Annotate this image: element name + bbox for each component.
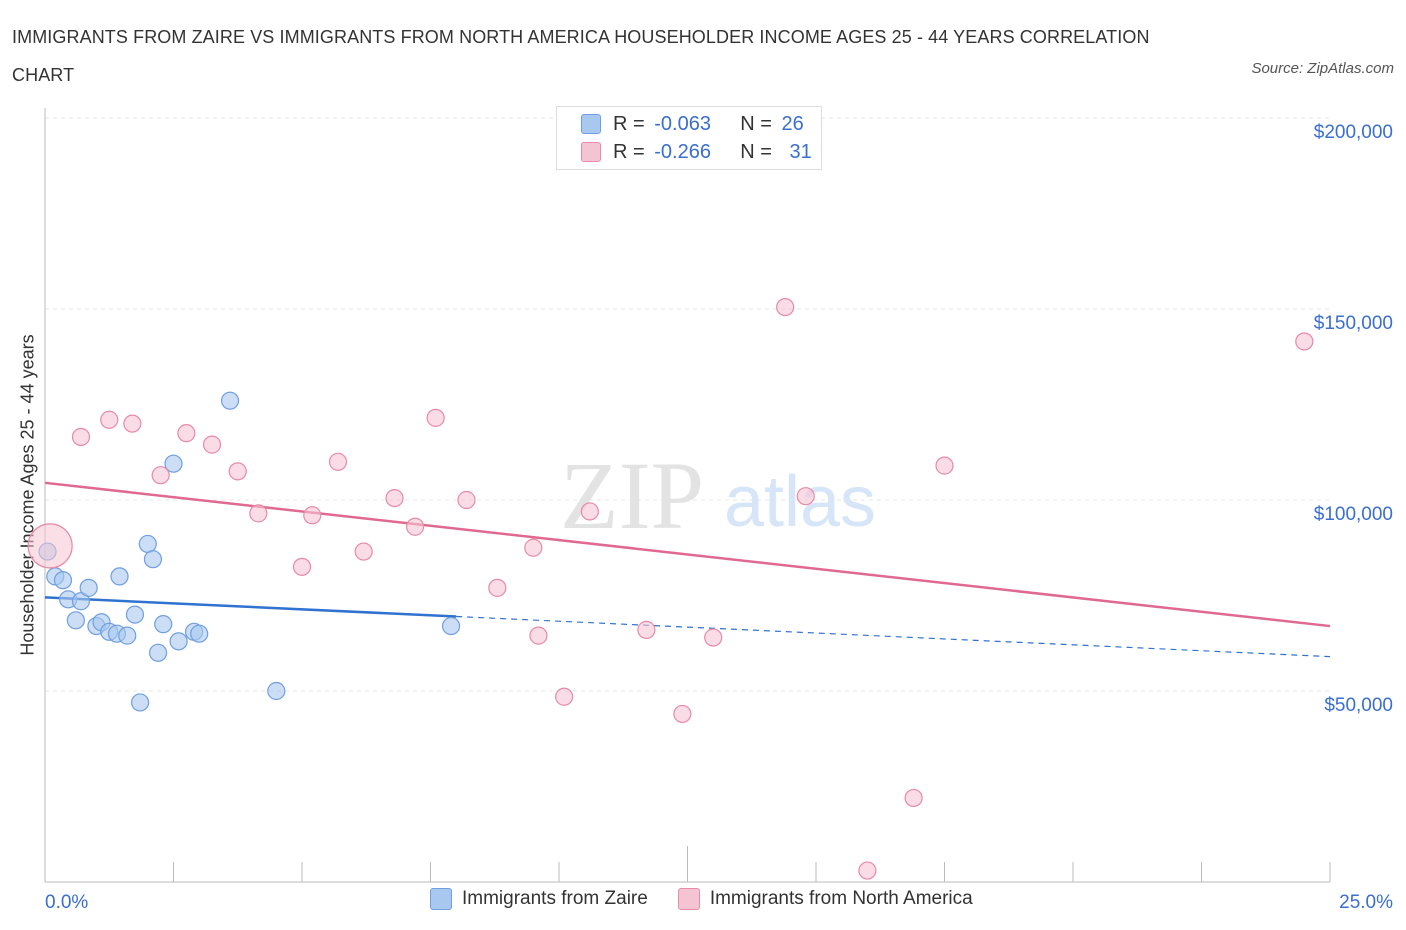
- data-point-zaire: [53, 571, 73, 590]
- data-point-north-america: [328, 452, 348, 471]
- data-point-zaire: [267, 681, 286, 701]
- legend-item-north-america: Immigrants from North America: [677, 888, 973, 910]
- data-point-north-america: [776, 297, 795, 317]
- data-point-north-america: [27, 523, 73, 569]
- data-point-north-america: [405, 517, 425, 536]
- data-point-zaire: [220, 391, 240, 410]
- y-tick-label: $200,000: [1314, 122, 1393, 143]
- legend-swatch-zaire: [581, 114, 601, 134]
- chart-title: IMMIGRANTS FROM ZAIRE VS IMMIGRANTS FROM…: [12, 27, 1150, 85]
- data-point-north-america: [673, 704, 692, 724]
- data-point-north-america: [151, 466, 170, 485]
- correlation-legend: R = -0.063 N = 26 R = -0.266 N = 31: [556, 106, 822, 170]
- y-tick-label: $100,000: [1314, 504, 1393, 525]
- data-point-zaire: [169, 632, 188, 651]
- legend-n-label: N =: [740, 140, 778, 163]
- data-point-zaire: [71, 592, 91, 611]
- data-point-north-america: [202, 435, 222, 454]
- data-point-north-america: [637, 620, 656, 639]
- data-point-north-america: [292, 557, 312, 576]
- data-point-north-america: [935, 456, 954, 475]
- data-point-north-america: [796, 487, 815, 506]
- data-point-north-america: [249, 504, 268, 523]
- data-point-north-america: [524, 538, 543, 557]
- legend-r-label: R =: [613, 112, 651, 135]
- data-point-zaire: [110, 567, 129, 586]
- legend-n-value: 26: [781, 112, 804, 135]
- data-point-zaire: [66, 611, 85, 630]
- axes: [44, 108, 1331, 883]
- x-tick-label: 0.0%: [45, 892, 88, 913]
- trend-line-extension-0: [456, 615, 1331, 658]
- legend-item-zaire: Immigrants from Zaire: [430, 888, 648, 910]
- legend-n-value: 31: [789, 140, 812, 163]
- data-point-north-america: [457, 490, 476, 510]
- legend-swatch-north-america: [581, 142, 601, 162]
- legend-swatch-north-america: [677, 888, 700, 910]
- y-tick-label: $150,000: [1314, 313, 1393, 334]
- legend-label-zaire: Immigrants from Zaire: [462, 888, 648, 909]
- data-point-zaire: [154, 615, 173, 634]
- legend-swatch-zaire: [430, 888, 452, 910]
- data-point-zaire: [190, 624, 209, 643]
- data-point-north-america: [904, 788, 923, 808]
- legend-n-label: N =: [740, 112, 778, 135]
- x-tick-label: 25.0%: [1339, 892, 1393, 913]
- data-point-north-america: [529, 626, 548, 645]
- legend-row-zaire: R = -0.063 N = 26: [581, 110, 804, 138]
- data-point-north-america: [228, 462, 247, 481]
- legend-row-north-america: R = -0.266 N = 31: [581, 138, 812, 166]
- data-point-zaire: [118, 626, 137, 645]
- tick-labels: $50,000 $100,000 $150,000 $200,000 0.0% 25.0%: [45, 122, 1393, 913]
- source-label: Source: ZipAtlas.com: [1251, 60, 1394, 77]
- data-point-north-america: [488, 578, 507, 597]
- data-point-zaire: [148, 643, 168, 662]
- data-point-north-america: [704, 628, 723, 647]
- data-point-north-america: [555, 687, 574, 706]
- data-point-zaire: [79, 578, 98, 597]
- data-point-zaire: [164, 454, 183, 473]
- trend-line-0: [44, 596, 457, 618]
- data-point-zaire: [441, 616, 461, 636]
- data-point-zaire: [143, 550, 163, 569]
- data-point-zaire: [125, 605, 145, 624]
- legend-r-label: R =: [613, 140, 651, 163]
- data-point-north-america: [123, 414, 142, 433]
- legend-r-value: -0.063: [654, 112, 711, 135]
- watermark: ZIP atlas: [560, 442, 876, 549]
- data-point-north-america: [303, 506, 322, 525]
- data-point-zaire: [138, 534, 157, 554]
- data-point-north-america: [100, 410, 119, 429]
- y-tick-label: $50,000: [1324, 695, 1393, 716]
- legend-label-north-america: Immigrants from North America: [709, 888, 973, 909]
- data-point-zaire: [130, 693, 150, 712]
- data-point-north-america: [580, 502, 599, 521]
- data-point-north-america: [858, 861, 877, 880]
- data-point-north-america: [1295, 332, 1314, 351]
- data-point-north-america: [71, 427, 91, 447]
- data-point-north-america: [426, 408, 445, 427]
- data-point-north-america: [385, 488, 404, 508]
- data-point-north-america: [177, 424, 196, 443]
- data-point-north-america: [354, 542, 373, 561]
- legend-r-value: -0.266: [654, 140, 711, 163]
- data-points: [27, 297, 1314, 880]
- series-legend: Immigrants from Zaire Immigrants from No…: [430, 888, 1003, 910]
- watermark-zip: ZIP: [560, 442, 704, 549]
